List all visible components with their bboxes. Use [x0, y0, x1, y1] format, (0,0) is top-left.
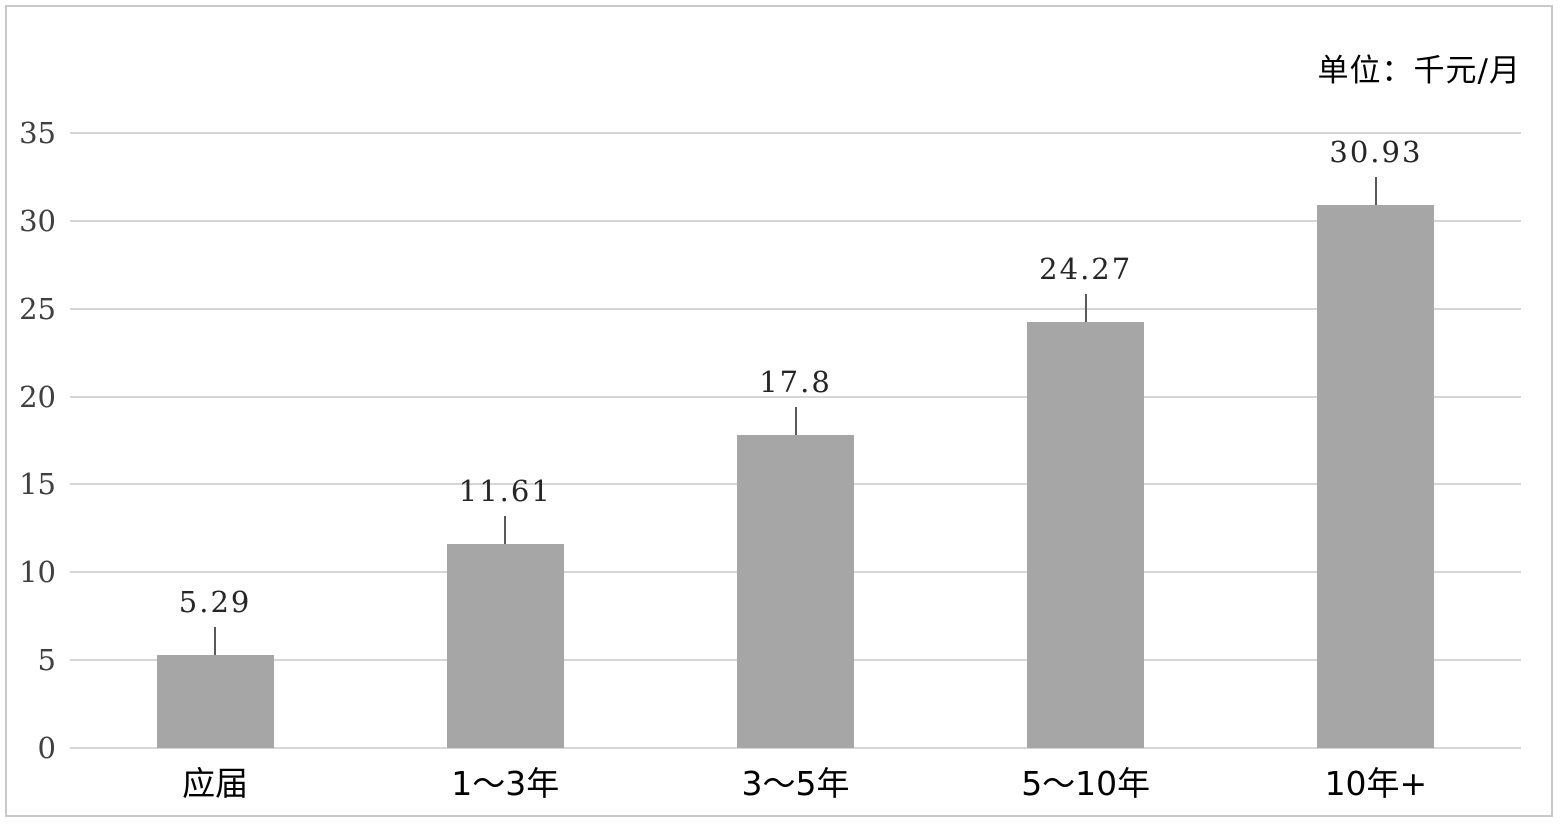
data-label-leader-line	[794, 407, 797, 436]
y-axis-tick-label: 5	[37, 643, 56, 678]
data-label-leader-line	[214, 627, 217, 656]
bar	[156, 655, 274, 748]
chart-frame-border	[5, 5, 1553, 817]
grid-line	[70, 395, 1521, 398]
data-label-leader-line	[504, 515, 507, 544]
bar	[737, 435, 854, 748]
bar-value-label: 24.27	[1039, 251, 1133, 286]
bar-value-label: 17.8	[759, 365, 832, 400]
y-axis-tick-label: 0	[37, 731, 56, 765]
x-axis-category-label: 应届	[182, 764, 249, 803]
bar-value-label: 5.29	[178, 585, 252, 620]
grid-line	[70, 307, 1521, 310]
y-axis-tick-label: 20	[19, 379, 56, 414]
bar-value-label: 11.61	[458, 473, 552, 508]
x-axis-category-label: 5～10年	[1021, 764, 1151, 803]
bar-value-label: 30.93	[1329, 134, 1423, 169]
unit-annotation: 单位：千元/月	[1317, 53, 1521, 89]
bar	[1317, 204, 1435, 748]
bar	[446, 543, 564, 748]
bar	[1027, 321, 1145, 748]
grid-line	[70, 132, 1521, 134]
y-axis-tick-label: 35	[19, 116, 56, 150]
data-label-leader-line	[1374, 176, 1377, 205]
grid-line	[70, 747, 1521, 749]
x-axis-category-label: 10年+	[1324, 764, 1428, 803]
y-axis-tick-label: 15	[19, 467, 56, 502]
grid-line	[70, 219, 1521, 222]
x-axis-category-label: 1～3年	[451, 764, 560, 803]
y-axis-tick-label: 10	[19, 555, 56, 590]
y-axis-tick-label: 25	[19, 291, 56, 326]
y-axis-tick-label: 30	[19, 203, 56, 238]
data-label-leader-line	[1084, 293, 1087, 322]
x-axis-category-label: 3～5年	[741, 764, 850, 803]
